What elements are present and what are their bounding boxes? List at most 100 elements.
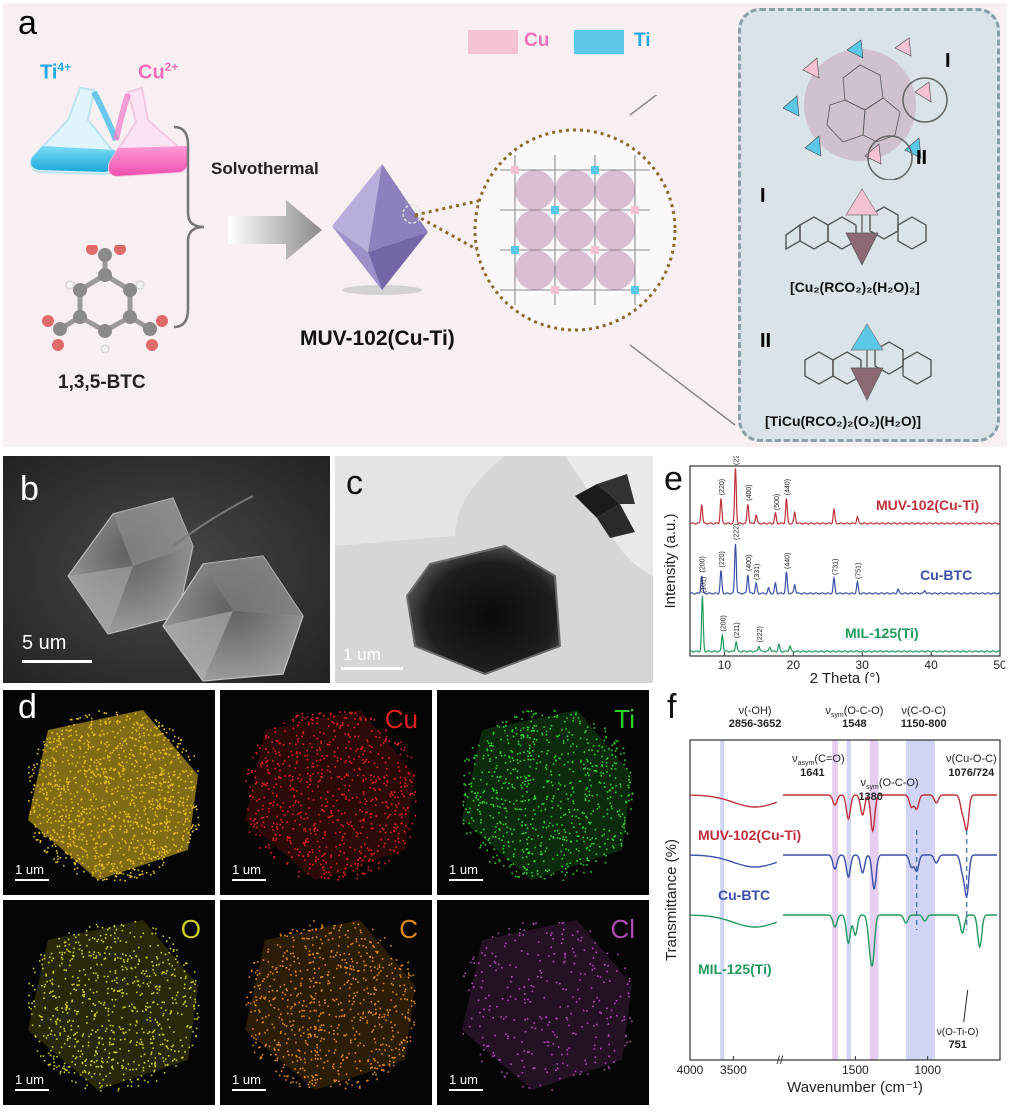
site-II-label: II	[916, 147, 928, 169]
ftir-band-highlight	[832, 740, 838, 1060]
eds-map-tile: 1 um	[3, 690, 215, 895]
eds-map-dots	[28, 710, 200, 882]
eds-scale-line	[449, 879, 483, 881]
eds-scale-label: 1 um	[449, 862, 478, 877]
eds-map-dots	[245, 710, 417, 881]
ftir-band-range: 1150-800	[901, 718, 947, 730]
xrd-x-tick-label: 20	[787, 658, 801, 672]
ftir-y-axis-label: Transmittance (%)	[663, 839, 680, 961]
octahedron-crystal-illustration	[332, 164, 428, 295]
framework-zoom	[414, 95, 736, 426]
xrd-series-line	[689, 468, 1001, 525]
xrd-peak-label: (731)	[833, 559, 840, 575]
ftir-series-line	[783, 914, 998, 967]
ftir-band-label: ν(-OH)	[739, 705, 772, 717]
panel-b-scale-label: 5 um	[22, 632, 67, 654]
eds-scale-line	[15, 1089, 49, 1091]
product-label: MUV-102(Cu-Ti)	[300, 327, 455, 350]
paddlewheel-cu-cu-illustration	[785, 188, 927, 266]
eds-scale-line	[232, 879, 266, 881]
xrd-peak-label: (440)	[784, 479, 791, 495]
eds-map-dots	[245, 920, 416, 1090]
ftir-series-name: Cu-BTC	[718, 887, 770, 903]
process-arrow-icon	[228, 200, 322, 260]
eds-element-label: Cl	[610, 914, 635, 944]
ftir-band-range: 1641	[800, 767, 824, 779]
panel-b-sem-image	[3, 456, 330, 683]
site-I-label: I	[945, 50, 951, 72]
xrd-series-name: Cu-BTC	[920, 567, 972, 583]
xrd-peak-label: (400)	[746, 484, 753, 500]
eds-scale-label: 1 um	[232, 1072, 261, 1087]
panel-c-scale-label: 1 um	[343, 645, 381, 664]
ftir-series-line	[783, 854, 998, 899]
ftir-band-range: 2856-3652	[729, 718, 782, 730]
panel-label-d: d	[18, 688, 37, 726]
xrd-x-tick-label: 50	[993, 658, 1005, 672]
ftir-axes-frame	[689, 739, 1001, 1061]
eds-map-dots	[28, 920, 200, 1092]
panel-label-e: e	[664, 460, 683, 498]
xrd-x-tick-label: 10	[718, 658, 732, 672]
panel-c-scale-line	[341, 667, 403, 670]
eds-map-dots	[462, 920, 633, 1091]
xrd-peak-label: (200)	[700, 556, 707, 572]
ftir-band-highlight	[869, 740, 879, 1060]
eds-map-tile: Cl 1 um	[437, 900, 649, 1105]
cage-illustration	[782, 37, 948, 180]
ftir-chart: // 4000 3500 1500 1000 Wavenumber (cm⁻¹) Trans…	[663, 705, 1001, 1096]
xrd-x-tick-label: 30	[856, 658, 870, 672]
eds-element-label: Ti	[614, 704, 635, 734]
ftir-band-range: 1076/724	[948, 767, 995, 779]
site-II-detail-label: II	[760, 330, 772, 352]
panel-c-tem-image	[335, 456, 653, 683]
panel-label-a: a	[18, 4, 37, 42]
ftir-band-range: 751	[949, 1039, 967, 1051]
ftir-series-line	[689, 914, 778, 928]
xrd-peak-label: (200)	[720, 615, 727, 631]
site-I-detail-label: I	[760, 185, 766, 207]
ftir-annotation-arrow	[963, 989, 969, 1023]
eds-scale-label: 1 um	[232, 862, 261, 877]
ftir-series-line	[689, 854, 778, 868]
ftir-x-tick-label: 1500	[842, 1063, 869, 1077]
eds-element-label: O	[180, 914, 201, 944]
eds-scale-line	[232, 1089, 266, 1091]
xrd-peak-label: (211)	[734, 622, 741, 638]
xrd-peak-label: (400)	[746, 555, 753, 571]
legend-ti-label: Ti	[634, 30, 651, 51]
ftir-band-label: ν(Cu-O-C)	[946, 753, 997, 765]
xrd-chart: 10 20 30 40 50 2 Theta (°) Intensity (a.u.) (22…	[662, 456, 1005, 683]
xrd-series-name: MIL-125(Ti)	[845, 625, 919, 641]
eds-element-label: Cu	[384, 704, 418, 734]
xrd-axes-frame	[689, 465, 1001, 657]
xrd-series-line	[689, 595, 1001, 653]
ftir-band-label: νsym(O-C-O)	[861, 777, 919, 791]
eds-scale-label: 1 um	[449, 1072, 478, 1087]
ftir-band-highlight	[720, 740, 725, 1060]
xrd-peak-label: (222)	[733, 524, 740, 540]
eds-map-tile: Cu 1 um	[220, 690, 432, 895]
ftir-series-name: MIL-125(Ti)	[698, 961, 772, 977]
ftir-band-range: 1380	[858, 791, 882, 803]
ftir-series-line	[689, 794, 778, 808]
ftir-band-range: 1548	[842, 718, 866, 730]
eds-scale-line	[15, 879, 49, 881]
paddlewheel-ti-cu-illustration	[804, 323, 932, 401]
legend-ti-swatch	[574, 30, 624, 54]
ftir-x-tick-label: 1000	[914, 1063, 941, 1077]
xrd-y-axis-label: Intensity (a.u.)	[662, 513, 679, 608]
xrd-series-name: MUV-102(Cu-Ti)	[876, 497, 979, 513]
eds-map-dots	[462, 710, 634, 882]
panel-b-scale-line	[22, 660, 92, 663]
xrd-peak-label: (500)	[774, 494, 781, 510]
ftir-series-name: MUV-102(Cu-Ti)	[698, 827, 801, 843]
flasks-illustration	[30, 86, 189, 178]
eds-scale-line	[449, 1089, 483, 1091]
legend-cu-swatch	[468, 30, 518, 54]
panel-label-c: c	[346, 464, 363, 502]
panel-label-f: f	[667, 688, 677, 726]
curly-brace	[173, 125, 205, 329]
ftir-band-label: νasym(C=O)	[792, 753, 844, 767]
ftir-band-label: νsym(O-C-O)	[825, 705, 883, 719]
